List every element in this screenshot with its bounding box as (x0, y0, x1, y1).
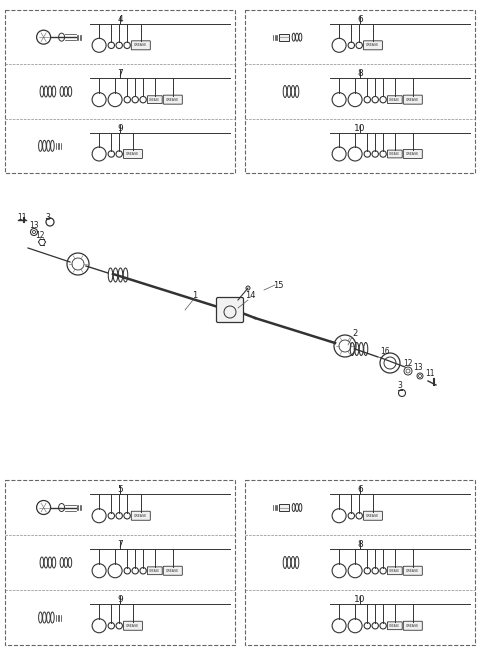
Text: 12: 12 (403, 358, 413, 367)
Text: 8: 8 (357, 70, 363, 78)
Text: 11: 11 (17, 213, 27, 222)
FancyBboxPatch shape (403, 95, 422, 104)
Text: GREASE: GREASE (166, 98, 180, 102)
Text: 4: 4 (117, 15, 123, 24)
Text: GREASE: GREASE (126, 624, 140, 628)
Text: 3: 3 (46, 213, 50, 222)
Text: 9: 9 (117, 124, 123, 133)
Text: GREASE: GREASE (406, 98, 420, 102)
FancyBboxPatch shape (132, 511, 150, 520)
FancyBboxPatch shape (363, 41, 383, 50)
FancyBboxPatch shape (387, 622, 402, 630)
FancyBboxPatch shape (363, 511, 383, 520)
FancyBboxPatch shape (387, 567, 402, 575)
Text: 1: 1 (192, 291, 198, 300)
Text: GREASE: GREASE (134, 43, 147, 47)
Text: 11: 11 (425, 369, 435, 377)
FancyBboxPatch shape (403, 566, 422, 575)
Text: GREASE: GREASE (366, 514, 380, 518)
Text: 5: 5 (117, 485, 123, 494)
FancyBboxPatch shape (216, 298, 243, 323)
FancyBboxPatch shape (123, 621, 143, 630)
Text: GREASE: GREASE (126, 152, 140, 156)
Text: GREASE: GREASE (389, 569, 400, 573)
Text: 10: 10 (354, 595, 366, 604)
FancyBboxPatch shape (387, 150, 402, 158)
FancyBboxPatch shape (147, 96, 162, 104)
FancyBboxPatch shape (403, 150, 422, 159)
Text: GREASE: GREASE (389, 152, 400, 156)
Text: 8: 8 (357, 540, 363, 549)
FancyBboxPatch shape (123, 150, 143, 159)
Text: GREASE: GREASE (166, 569, 180, 573)
Text: GREASE: GREASE (134, 514, 147, 518)
Bar (279, 33, 289, 41)
Text: GREASE: GREASE (149, 569, 160, 573)
Text: GREASE: GREASE (389, 98, 400, 102)
FancyBboxPatch shape (163, 566, 182, 575)
FancyBboxPatch shape (132, 41, 150, 50)
Text: 3: 3 (397, 380, 402, 390)
FancyBboxPatch shape (387, 96, 402, 104)
Text: 12: 12 (35, 230, 45, 239)
Text: GREASE: GREASE (389, 624, 400, 628)
FancyBboxPatch shape (147, 567, 162, 575)
Text: 16: 16 (380, 346, 390, 356)
Text: GREASE: GREASE (406, 569, 420, 573)
Text: 15: 15 (273, 281, 283, 289)
Text: 13: 13 (413, 363, 423, 373)
Bar (279, 504, 289, 511)
Text: 6: 6 (357, 485, 363, 494)
Text: 7: 7 (117, 70, 123, 78)
Text: GREASE: GREASE (149, 98, 160, 102)
Text: GREASE: GREASE (406, 624, 420, 628)
Text: 2: 2 (352, 329, 358, 337)
Text: 9: 9 (117, 595, 123, 604)
Text: 13: 13 (29, 222, 39, 230)
Text: 7: 7 (117, 540, 123, 549)
Text: 14: 14 (245, 291, 255, 300)
Text: GREASE: GREASE (366, 43, 380, 47)
Text: 6: 6 (357, 15, 363, 24)
Text: GREASE: GREASE (406, 152, 420, 156)
FancyBboxPatch shape (163, 95, 182, 104)
Text: 10: 10 (354, 124, 366, 133)
FancyBboxPatch shape (403, 621, 422, 630)
